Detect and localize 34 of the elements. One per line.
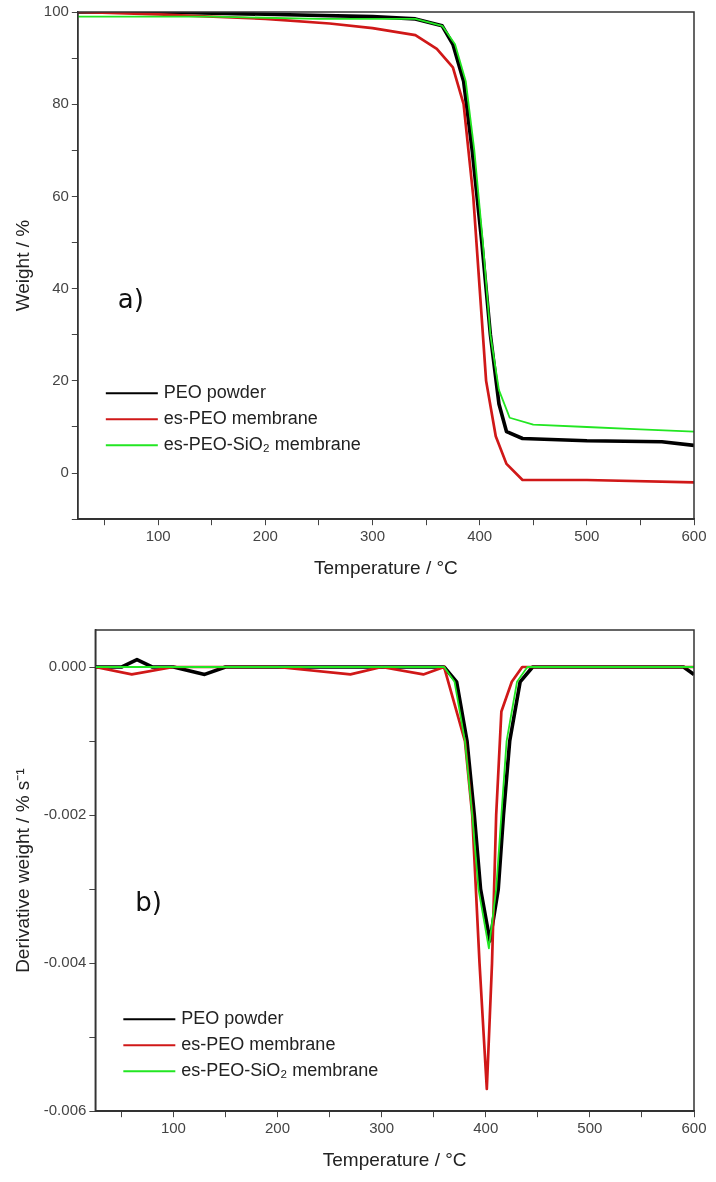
y-tick-label: 0 <box>60 463 69 481</box>
y-axis-title: Weight / % <box>11 219 33 312</box>
legend-label: PEO powder <box>181 1008 284 1029</box>
x-tick-label: 100 <box>145 527 171 545</box>
x-tick-label: 400 <box>473 1119 499 1137</box>
y-axis-title: Derivative weight / % s⁻¹ <box>11 768 33 973</box>
y-tick-label: 80 <box>52 94 69 112</box>
y-tick-label: -0.006 <box>43 1101 87 1119</box>
annotation: a) <box>117 283 144 314</box>
legend-label: PEO powder <box>163 382 266 403</box>
x-tick-label: 200 <box>265 1119 291 1137</box>
x-tick-label: 100 <box>160 1119 186 1137</box>
legend-label: es-PEO membrane <box>163 408 318 429</box>
y-tick-label: -0.002 <box>43 805 87 823</box>
x-tick-label: 500 <box>574 527 600 545</box>
y-tick-label: 60 <box>52 186 69 204</box>
y-tick-label: 20 <box>52 371 69 389</box>
x-tick-label: 500 <box>577 1119 603 1137</box>
annotation: b) <box>135 887 162 918</box>
y-tick-label: 100 <box>43 2 69 20</box>
x-tick-label: 600 <box>681 527 707 545</box>
x-tick-label: 300 <box>360 527 386 545</box>
legend-label: es-PEO-SiO₂ membrane <box>163 434 361 455</box>
y-tick-label: 0.000 <box>48 657 87 675</box>
x-axis-title: Temperature / °C <box>314 556 458 578</box>
legend-label: es-PEO-SiO₂ membrane <box>181 1060 379 1081</box>
x-tick-label: 300 <box>369 1119 395 1137</box>
y-tick-label: 40 <box>52 278 69 296</box>
y-tick-label: -0.004 <box>43 953 87 971</box>
x-tick-label: 400 <box>467 527 493 545</box>
x-tick-label: 600 <box>681 1119 707 1137</box>
x-tick-label: 200 <box>252 527 278 545</box>
legend-label: es-PEO membrane <box>181 1034 336 1055</box>
x-axis-title: Temperature / °C <box>322 1148 467 1170</box>
